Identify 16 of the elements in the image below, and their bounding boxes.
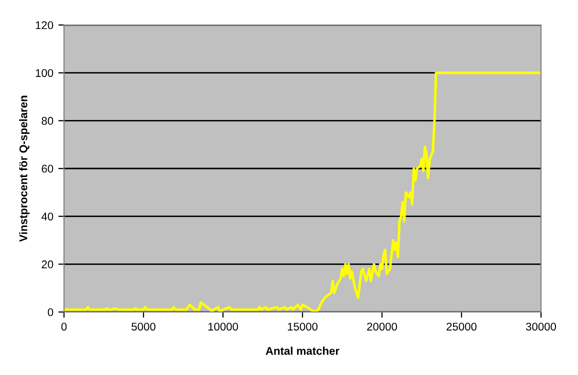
y-tick-label: 40 [41,212,54,220]
x-tick-label: 0 [61,322,67,331]
x-axis-title: Antal matcher [266,346,340,355]
x-tick-label: 10000 [208,322,238,331]
x-tick-label: 25000 [446,322,477,331]
y-tick-label: 120 [36,21,54,30]
y-tick-label: 20 [42,260,54,268]
y-tick-label: 60 [42,164,54,173]
y-axis-title: Vinstprocent för Q-spelaren [19,96,30,242]
y-tick-label: 80 [42,116,54,125]
x-tick-label: 5000 [132,322,156,331]
x-tick-label: 20000 [367,322,398,331]
y-tick-label: 100 [36,69,54,77]
x-tick-label: 15000 [288,322,318,331]
x-tick-label: 30000 [526,322,556,331]
y-tick-label: 0 [48,308,54,316]
